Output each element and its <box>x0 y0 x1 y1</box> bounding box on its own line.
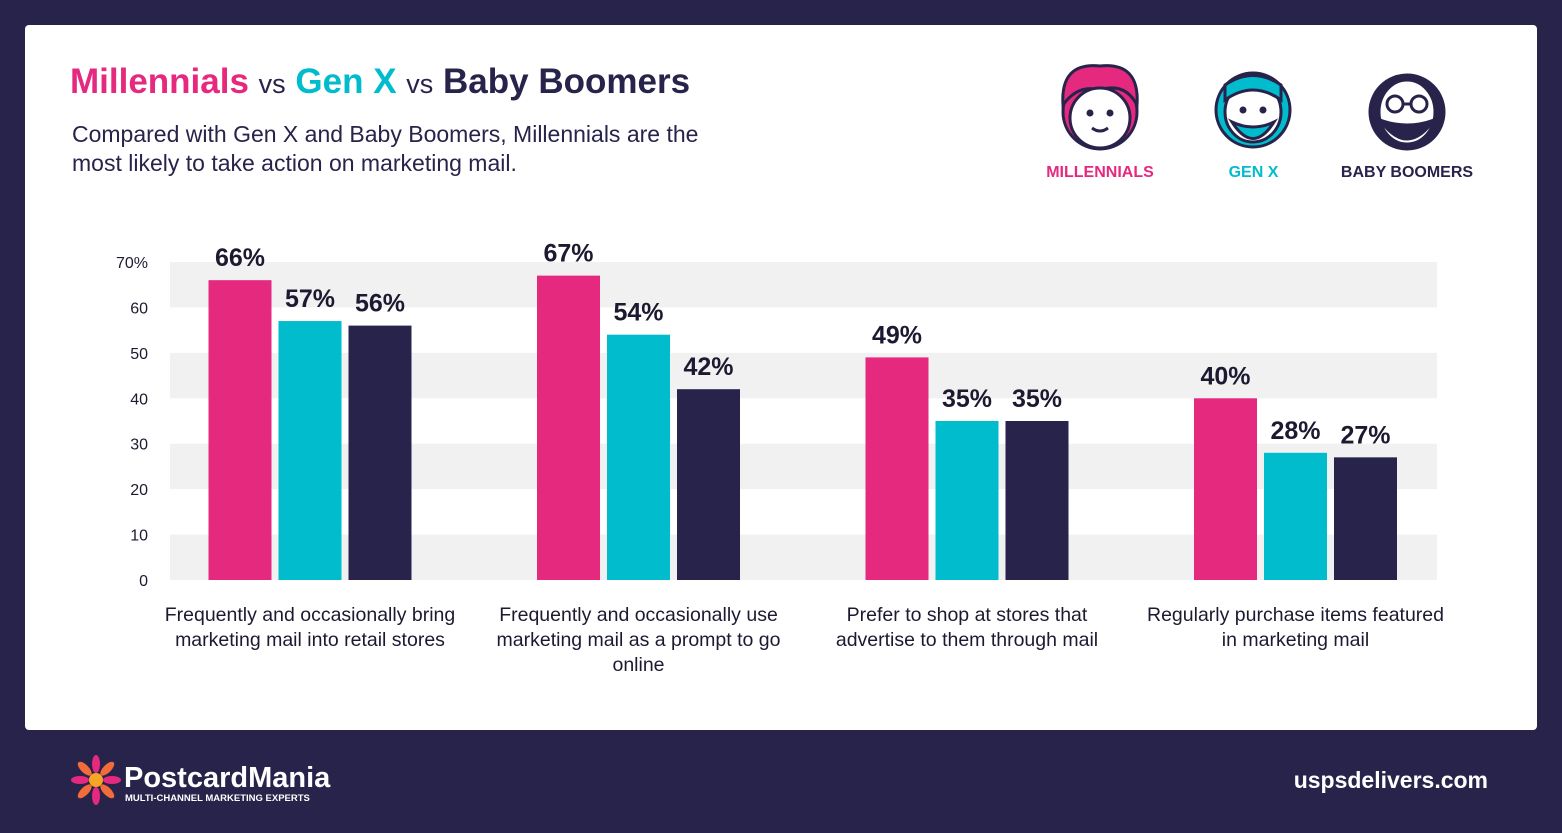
genx-icon <box>1214 71 1292 149</box>
bar <box>348 325 412 580</box>
y-tick-label: 20 <box>130 482 148 499</box>
x-tick-label: Regularly purchase items featured in mar… <box>1147 604 1444 651</box>
y-tick-label: 50 <box>130 346 148 363</box>
value-label: 66% <box>215 244 265 272</box>
grid-band <box>170 262 1437 308</box>
y-tick-label: 30 <box>130 437 148 454</box>
bar <box>935 421 999 580</box>
chart-title: Millennials vs Gen X vs Baby Boomers <box>70 62 690 102</box>
title-part: Baby Boomers <box>443 62 691 101</box>
bar <box>677 389 740 580</box>
bar <box>278 321 342 580</box>
x-tick-label: Frequently and occasionally use marketin… <box>496 604 781 676</box>
title-part: vs <box>258 69 286 99</box>
brand-tagline: MULTI-CHANNEL MARKETING EXPERTS <box>125 793 310 804</box>
value-label: 28% <box>1270 417 1320 445</box>
brand-name: PostcardMania <box>124 762 331 794</box>
subtitle: Compared with Gen X and Baby Boomers, Mi… <box>72 121 699 176</box>
bar <box>537 275 600 580</box>
bar <box>208 280 272 580</box>
value-label: 49% <box>872 321 922 349</box>
title-part: Gen X <box>295 62 397 101</box>
bar <box>607 334 670 580</box>
legend-label: MILLENNIALS <box>1046 164 1154 181</box>
value-label: 35% <box>942 385 992 413</box>
value-label: 57% <box>285 285 335 313</box>
x-tick-label: Prefer to shop at stores that advertise … <box>835 604 1099 651</box>
value-label: 42% <box>683 353 733 381</box>
source: uspsdelivers.com <box>1294 767 1488 793</box>
y-tick-label: 60 <box>130 300 148 317</box>
title-part: Millennials <box>70 62 249 101</box>
legend-label: GEN X <box>1228 164 1279 181</box>
y-tick-label: 40 <box>130 391 148 408</box>
legend-label: BABY BOOMERS <box>1340 164 1474 181</box>
millennial-icon <box>1061 64 1139 151</box>
bar <box>1264 452 1327 580</box>
boomer-icon <box>1368 73 1446 151</box>
bar <box>865 357 929 580</box>
bar <box>1005 421 1069 580</box>
value-label: 35% <box>1012 385 1062 413</box>
y-tick-label: 70% <box>116 255 148 272</box>
y-tick-label: 0 <box>139 573 148 590</box>
y-tick-label: 10 <box>130 528 148 545</box>
x-tick-label: Frequently and occasionally bring market… <box>164 604 456 651</box>
brand-logo <box>71 755 121 805</box>
value-label: 27% <box>1340 421 1390 449</box>
bar <box>1194 398 1257 580</box>
value-label: 40% <box>1200 362 1250 390</box>
value-label: 56% <box>355 290 405 318</box>
value-label: 54% <box>613 299 663 327</box>
title-part: vs <box>406 69 434 99</box>
bar <box>1334 457 1397 580</box>
value-label: 67% <box>543 240 593 268</box>
